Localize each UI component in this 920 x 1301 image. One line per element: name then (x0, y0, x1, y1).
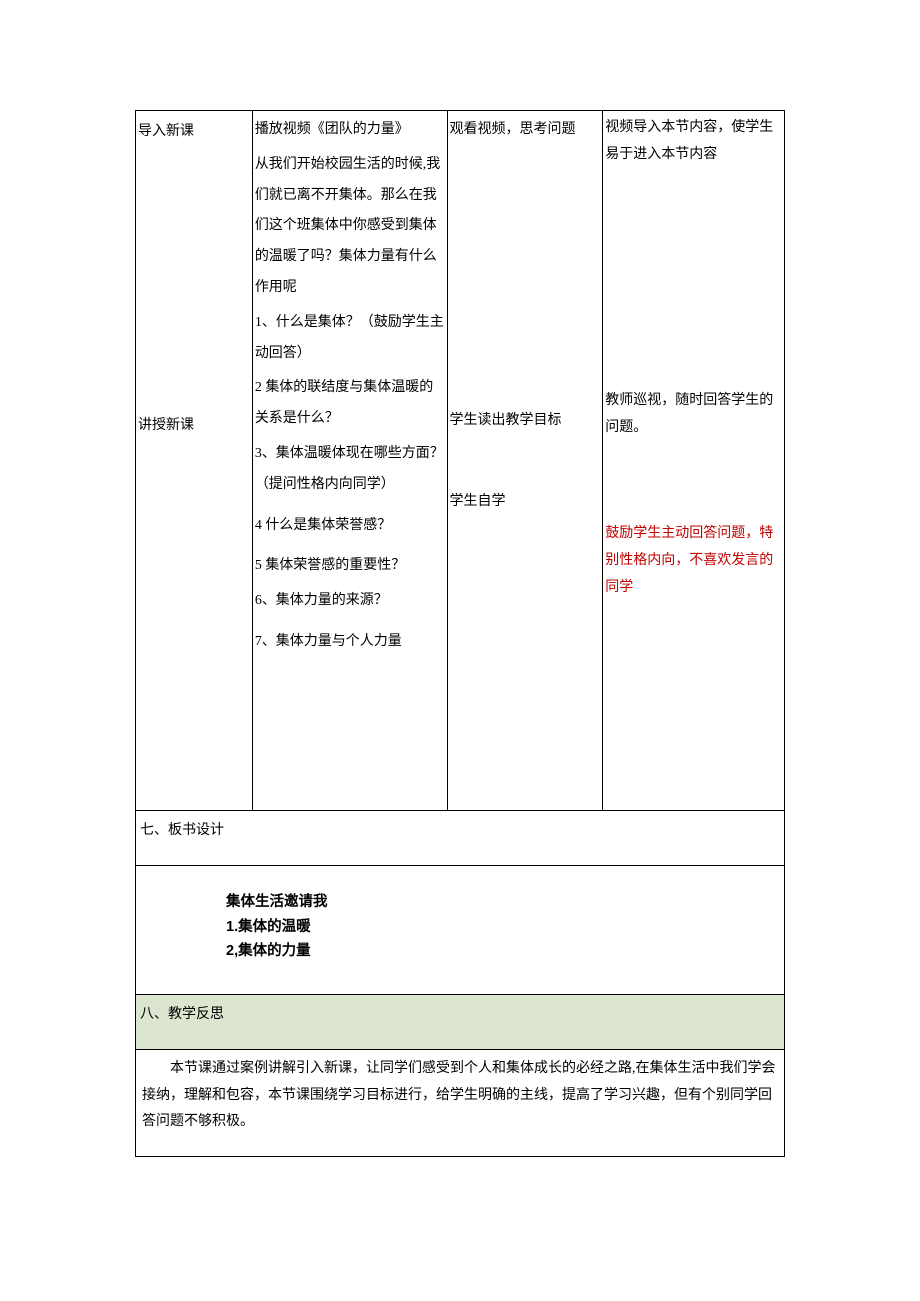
teacher-question-3: 3、集体温暖体现在哪些方面？（提问性格内向同学） (255, 439, 445, 501)
process-col-intent: 视频导入本节内容，使学生易于进入本节内容 教师巡视，随时回答学生的问题。 鼓励学… (603, 111, 785, 811)
teacher-activity-narration: 从我们开始校园生活的时候,我们就已离不开集体。那么在我们这个班集体中你感受到集体… (255, 150, 445, 304)
section8-title: 八、教学反思 (140, 1007, 224, 1022)
teacher-question-2: 2 集体的联结度与集体温暖的关系是什么？ (255, 373, 445, 435)
student-activity-read: 学生读出教学目标 (450, 406, 601, 437)
board-line-1: 1.集体的温暖 (226, 915, 778, 940)
board-line-title: 集体生活邀请我 (226, 890, 778, 915)
teacher-question-4: 4 什么是集体荣誉感？ (255, 511, 445, 542)
board-design-body: 集体生活邀请我 1.集体的温暖 2,集体的力量 (135, 866, 785, 995)
stage-label-intro: 导入新课 (138, 115, 250, 149)
board-line-2: 2,集体的力量 (226, 939, 778, 964)
reflection-text: 本节课通过案例讲解引入新课，让同学们感受到个人和集体成长的必经之路,在集体生活中… (142, 1061, 776, 1129)
intent-video: 视频导入本节内容，使学生易于进入本节内容 (605, 115, 782, 168)
intent-patrol: 教师巡视，随时回答学生的问题。 (605, 388, 782, 441)
section7-header: 七、板书设计 (135, 811, 785, 866)
teacher-question-6: 6、集体力量的来源？ (255, 586, 445, 617)
reflection-body: 本节课通过案例讲解引入新课，让同学们感受到个人和集体成长的必经之路,在集体生活中… (135, 1050, 785, 1157)
teaching-process-table: 导入新课 讲授新课 播放视频《团队的力量》 从我们开始校园生活的时候,我们就已离… (135, 110, 785, 811)
student-activity-selfstudy: 学生自学 (450, 487, 601, 518)
process-col-stage: 导入新课 讲授新课 (136, 111, 253, 811)
teacher-question-5: 5 集体荣誉感的重要性？ (255, 551, 445, 582)
intent-encourage: 鼓励学生主动回答问题，特别性格内向，不喜欢发言的同学 (605, 521, 782, 601)
process-col-teacher: 播放视频《团队的力量》 从我们开始校园生活的时候,我们就已离不开集体。那么在我们… (252, 111, 447, 811)
teacher-question-1: 1、什么是集体？（鼓励学生主动回答） (255, 308, 445, 370)
section8-header: 八、教学反思 (135, 995, 785, 1050)
student-activity-watch: 观看视频，思考问题 (450, 115, 601, 146)
teacher-activity-video: 播放视频《团队的力量》 (255, 115, 445, 146)
section7-title: 七、板书设计 (140, 823, 224, 838)
stage-label-teach: 讲授新课 (138, 409, 250, 443)
teacher-question-7: 7、集体力量与个人力量 (255, 627, 445, 658)
process-col-student: 观看视频，思考问题 学生读出教学目标 学生自学 (447, 111, 603, 811)
